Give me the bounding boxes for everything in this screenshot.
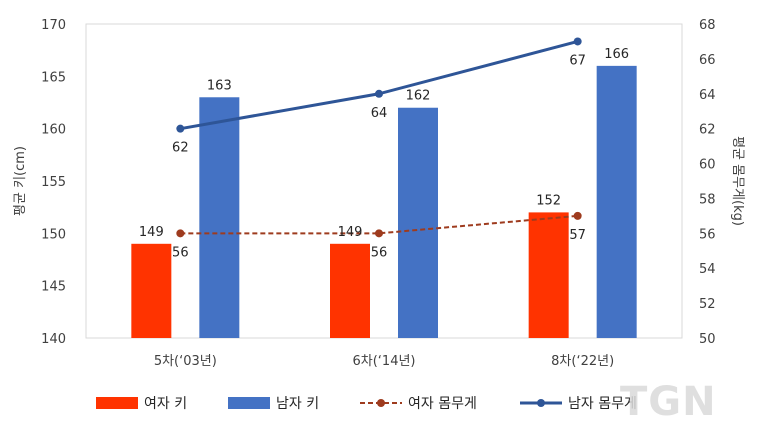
watermark: TGN — [620, 379, 717, 425]
right-tick-label: 68 — [699, 18, 716, 33]
right-tick-label: 52 — [699, 297, 716, 312]
legend-label: 남자 몸무게 — [568, 396, 637, 412]
left-tick-label: 155 — [41, 175, 66, 190]
line-point — [176, 124, 185, 133]
legend-swatch — [96, 397, 138, 409]
bar — [330, 243, 370, 338]
right-tick-label: 58 — [699, 192, 716, 207]
bar-value-label: 149 — [139, 225, 164, 240]
line-value-label: 64 — [371, 106, 388, 121]
category-label: 8차(‘22년) — [551, 354, 614, 369]
legend-label: 여자 키 — [144, 396, 187, 412]
right-axis-ticks: 50 52 54 56 58 60 62 64 66 68 — [699, 18, 716, 347]
right-tick-label: 54 — [699, 262, 716, 277]
line-value-label: 56 — [371, 245, 388, 260]
bar-value-label: 163 — [207, 78, 232, 93]
left-tick-label: 150 — [41, 227, 66, 242]
bar-value-label: 162 — [406, 89, 431, 104]
series-line — [180, 214, 578, 235]
right-tick-label: 64 — [699, 88, 716, 103]
category-label: 5차(‘03년) — [154, 354, 217, 369]
plot-area — [85, 23, 683, 339]
line-point — [375, 229, 383, 238]
category-labels: 5차(‘03년) 6차(‘14년) 8차(‘22년) — [154, 354, 614, 369]
right-tick-label: 56 — [699, 227, 716, 242]
right-tick-label: 60 — [699, 158, 716, 173]
right-tick-label: 62 — [699, 123, 716, 138]
line-value-label: 67 — [569, 53, 586, 68]
left-tick-label: 140 — [41, 332, 66, 347]
bar-value-label: 152 — [536, 193, 561, 208]
line-value-label: 62 — [172, 141, 189, 156]
bars — [131, 65, 637, 339]
left-tick-label: 165 — [41, 70, 66, 85]
bar-value-label: 166 — [604, 47, 629, 62]
bar — [131, 243, 172, 338]
bar — [398, 107, 438, 338]
legend-label: 남자 키 — [276, 396, 319, 412]
data-labels: 149 149 152 163 162 166 56 56 57 62 64 67 — [139, 47, 629, 260]
left-axis-title: 평균 키(cm) — [13, 146, 28, 216]
line-point — [176, 229, 185, 238]
line-value-label: 57 — [569, 228, 586, 243]
legend-swatch — [228, 397, 270, 409]
legend: 여자 키 남자 키 여자 몸무게 남자 몸무게 — [96, 396, 637, 412]
line-point — [573, 211, 582, 220]
left-tick-label: 160 — [41, 123, 66, 138]
bar — [528, 212, 569, 338]
bar — [596, 65, 637, 338]
line-point — [375, 89, 383, 98]
line-point — [573, 37, 582, 46]
category-label: 6차(‘14년) — [352, 354, 415, 369]
left-tick-label: 145 — [41, 280, 66, 295]
legend-marker — [377, 399, 385, 407]
left-tick-label: 170 — [41, 18, 66, 33]
line-series — [176, 37, 582, 238]
right-axis-title: 평균 몸무게(kg) — [730, 136, 745, 226]
bar-value-label: 149 — [338, 225, 363, 240]
legend-label: 여자 몸무게 — [408, 396, 477, 412]
right-tick-label: 66 — [699, 53, 716, 68]
left-axis-ticks: 140 145 150 155 160 165 170 — [41, 18, 66, 347]
bar — [199, 97, 240, 339]
line-value-label: 56 — [172, 245, 189, 260]
right-tick-label: 50 — [699, 332, 716, 347]
legend-marker — [537, 399, 545, 407]
